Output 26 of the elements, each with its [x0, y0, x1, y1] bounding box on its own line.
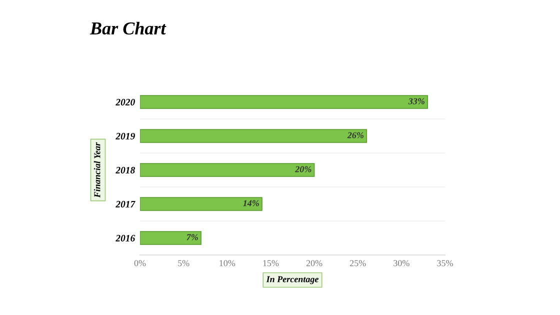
bar: [140, 95, 428, 109]
x-tick-label: 35%: [437, 260, 453, 266]
x-tick-label: 15%: [263, 260, 279, 266]
data-label: 33%: [408, 98, 424, 104]
data-label: 20%: [295, 166, 312, 172]
x-tick-label: 20%: [306, 260, 322, 266]
data-label: 14%: [243, 200, 259, 206]
y-tick-label: 2018: [116, 166, 135, 174]
data-label: 26%: [347, 132, 364, 138]
y-tick-label: 2016: [116, 234, 136, 242]
bar: [140, 163, 315, 177]
y-tick-label: 2019: [116, 132, 135, 140]
chart-title: Bar Chart: [90, 22, 166, 35]
x-tick-label: 5%: [178, 260, 190, 266]
y-tick-label: 2017: [116, 200, 136, 208]
y-tick-label: 2020: [116, 98, 135, 106]
y-axis-title: Financial Year: [94, 142, 100, 198]
bar: [140, 129, 367, 143]
bar: [140, 197, 262, 211]
x-tick-label: 0%: [134, 260, 146, 266]
x-tick-label: 25%: [350, 260, 366, 266]
x-axis-title: In Percentage: [266, 276, 319, 284]
bar: [140, 231, 202, 245]
x-tick-label: 10%: [220, 260, 236, 266]
x-tick-label: 30%: [394, 260, 410, 266]
data-label: 7%: [186, 234, 198, 240]
